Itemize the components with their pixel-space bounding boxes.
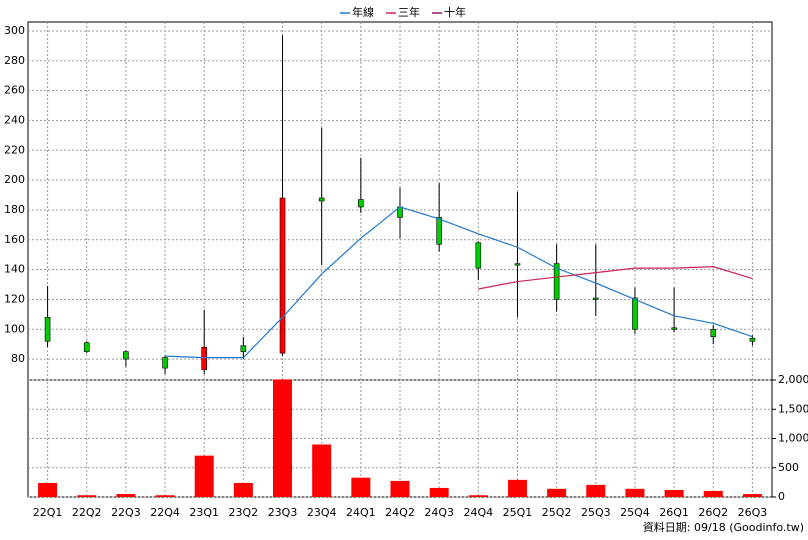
volume-bar (194, 455, 214, 497)
x-tick-label: 26Q2 (698, 506, 728, 519)
candle-body (749, 337, 756, 342)
y2-tick-label: 1,500 (778, 402, 808, 415)
candle-body (671, 327, 677, 330)
y-tick-label: 80 (11, 352, 25, 365)
candle-body (318, 197, 325, 202)
line-series (478, 266, 753, 290)
x-tick-label: 22Q4 (150, 506, 180, 519)
y-tick-label: 260 (4, 84, 25, 97)
volume-bar (586, 484, 606, 497)
x-tick-label: 24Q3 (424, 506, 454, 519)
x-tick-label: 26Q1 (659, 506, 689, 519)
volume-bar (390, 480, 410, 497)
candle-body (240, 345, 247, 352)
volume-bar (507, 479, 527, 497)
y2-tick-label: 2,000 (778, 373, 808, 386)
y-tick-label: 240 (4, 113, 25, 126)
volume-bar (351, 477, 371, 497)
y2-tick-label: 1,000 (778, 432, 808, 445)
volume-bar (547, 488, 567, 497)
candle-body (44, 317, 51, 342)
candle-body (592, 297, 599, 300)
x-tick-label: 24Q4 (463, 506, 493, 519)
x-tick-label: 22Q2 (72, 506, 102, 519)
candle-body (201, 346, 208, 370)
volume-bar (77, 495, 97, 497)
y2-tick-label: 500 (778, 461, 799, 474)
y-tick-label: 180 (4, 203, 25, 216)
y-tick-label: 200 (4, 173, 25, 186)
legend-label: 三年 (398, 5, 420, 19)
volume-bar (273, 379, 293, 497)
volume-bar (312, 444, 332, 497)
y-tick-label: 160 (4, 233, 25, 246)
volume-bar (233, 482, 253, 497)
candle-body (632, 297, 638, 330)
y2-tick-label: 0 (778, 490, 785, 503)
y-tick-label: 100 (4, 322, 25, 335)
x-tick-label: 23Q4 (307, 506, 337, 519)
x-tick-label: 25Q1 (503, 506, 533, 519)
candle-body (358, 199, 364, 208)
x-tick-label: 25Q4 (620, 506, 650, 519)
footer: 資料日期: 09/18 (Goodinfo.tw) (643, 520, 804, 534)
candle-body (123, 351, 129, 360)
y-tick-label: 280 (4, 54, 25, 67)
candle-body (475, 242, 482, 269)
y-tick-label: 300 (4, 24, 25, 37)
x-tick-label: 26Q3 (738, 506, 768, 519)
candle-body (162, 357, 168, 369)
volume-bar (664, 489, 684, 497)
x-tick-label: 22Q1 (33, 506, 63, 519)
legend-label: 十年 (444, 5, 466, 19)
volume-bar (429, 487, 449, 497)
y-tick-label: 220 (4, 143, 25, 156)
y-tick-label: 120 (4, 292, 25, 305)
volume-bar (703, 490, 723, 497)
x-tick-label: 22Q3 (111, 506, 141, 519)
legend-label: 年線 (352, 5, 374, 19)
candle-body (279, 197, 286, 354)
volume-bar (742, 494, 762, 497)
volume-bar (38, 482, 58, 497)
line-series (165, 206, 753, 359)
volume-bar (155, 495, 175, 497)
volume-bar (116, 494, 136, 497)
volume-bar (625, 488, 645, 497)
x-tick-label: 24Q2 (385, 506, 415, 519)
x-tick-label: 25Q2 (542, 506, 572, 519)
x-tick-label: 23Q1 (189, 506, 219, 519)
y-tick-label: 140 (4, 263, 25, 276)
candle-body (514, 263, 521, 266)
candle-body (710, 328, 717, 338)
x-tick-label: 25Q3 (581, 506, 611, 519)
x-tick-label: 23Q3 (268, 506, 298, 519)
candle-body (553, 263, 560, 300)
candle-body (83, 342, 90, 352)
volume-bar (468, 495, 488, 497)
x-tick-label: 24Q1 (346, 506, 376, 519)
candle-body (436, 217, 442, 245)
x-tick-label: 23Q2 (229, 506, 259, 519)
